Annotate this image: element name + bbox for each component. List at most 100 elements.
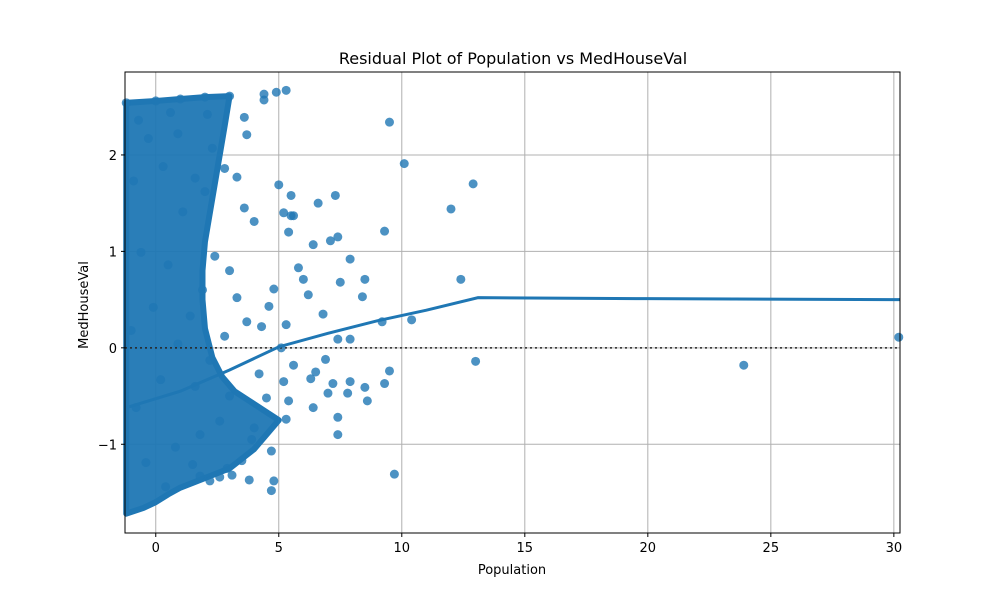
data-point — [215, 472, 225, 482]
data-point — [357, 292, 367, 302]
data-point — [289, 211, 299, 221]
data-point — [239, 203, 249, 213]
lowess-fit-line — [125, 296, 901, 410]
data-point — [141, 458, 151, 468]
data-point — [333, 430, 343, 440]
x-tick-label: 15 — [517, 541, 534, 556]
data-point — [170, 442, 180, 452]
data-point — [242, 130, 252, 140]
data-point — [198, 285, 207, 295]
x-tick-label: 20 — [640, 541, 657, 556]
dense-point-band — [121, 91, 282, 517]
data-point — [158, 162, 168, 172]
data-point — [335, 277, 345, 287]
data-point — [360, 382, 370, 392]
data-point — [389, 469, 399, 479]
data-point — [269, 476, 279, 486]
data-point — [281, 414, 291, 424]
data-point — [446, 204, 456, 214]
data-point — [239, 112, 249, 122]
data-point — [148, 302, 158, 312]
data-point — [271, 87, 281, 97]
data-point — [207, 143, 217, 153]
y-tick-label: −1 — [98, 438, 117, 453]
data-point — [303, 290, 313, 300]
data-point — [345, 334, 355, 344]
data-point — [195, 430, 205, 440]
data-point — [136, 247, 146, 257]
data-point — [175, 94, 185, 104]
data-point — [274, 180, 284, 190]
data-point — [266, 486, 276, 496]
data-point — [244, 475, 254, 485]
data-point — [161, 482, 171, 492]
data-point — [178, 207, 188, 217]
y-tick-label: 2 — [109, 149, 117, 164]
data-point — [471, 356, 481, 366]
scatter-points — [126, 85, 904, 496]
data-point — [232, 293, 242, 303]
data-point — [173, 339, 183, 349]
data-point — [286, 190, 296, 200]
data-point — [254, 369, 264, 379]
y-tick-label: 0 — [109, 342, 117, 357]
data-point — [215, 416, 225, 426]
x-tick-label: 25 — [763, 541, 780, 556]
data-point — [227, 470, 237, 480]
data-point — [456, 274, 466, 284]
data-point — [313, 198, 323, 208]
data-point — [384, 117, 394, 127]
x-axis-label: Population — [478, 563, 546, 578]
chart-title: Residual Plot of Population vs MedHouseV… — [339, 49, 687, 68]
data-point — [321, 354, 331, 364]
data-point — [232, 172, 242, 182]
data-point — [249, 216, 259, 226]
data-point — [281, 320, 291, 330]
plot-frame — [124, 71, 901, 534]
data-point — [399, 159, 409, 169]
dense-point-cloud — [123, 93, 282, 517]
data-point — [220, 331, 230, 341]
data-point — [210, 251, 220, 261]
data-point — [343, 388, 353, 398]
data-point — [143, 134, 153, 144]
data-point — [134, 115, 144, 125]
x-tick-label: 30 — [886, 541, 903, 556]
data-point — [281, 85, 291, 95]
data-point — [264, 301, 274, 311]
data-point — [293, 263, 303, 273]
data-point — [345, 377, 355, 387]
data-point — [328, 379, 338, 389]
x-axis-ticks: 0 5 10 15 20 25 30 — [152, 533, 903, 556]
data-point — [330, 190, 340, 200]
data-point — [323, 388, 333, 398]
data-point — [163, 260, 173, 270]
data-point — [222, 463, 232, 473]
data-point — [121, 98, 131, 108]
data-point — [200, 92, 210, 102]
data-point — [225, 266, 235, 276]
data-point — [384, 366, 394, 376]
y-tick-label: 1 — [109, 245, 117, 260]
data-point — [237, 456, 247, 466]
data-point — [151, 96, 161, 106]
data-point — [200, 187, 210, 197]
y-axis-ticks: −1 0 1 2 — [98, 149, 125, 453]
data-point — [468, 179, 478, 189]
data-point — [269, 284, 279, 294]
data-point — [242, 317, 252, 327]
data-point — [289, 360, 299, 370]
data-point — [188, 460, 198, 470]
data-point — [311, 367, 321, 377]
data-point — [380, 226, 390, 236]
data-point — [325, 236, 335, 246]
data-point — [739, 360, 749, 370]
data-point — [279, 377, 289, 387]
data-point — [190, 173, 200, 183]
data-point — [362, 396, 372, 406]
data-point — [261, 393, 271, 403]
data-point — [360, 274, 370, 284]
data-point — [247, 434, 257, 444]
y-axis-label: MedHouseVal — [77, 261, 92, 349]
data-point — [205, 355, 215, 365]
